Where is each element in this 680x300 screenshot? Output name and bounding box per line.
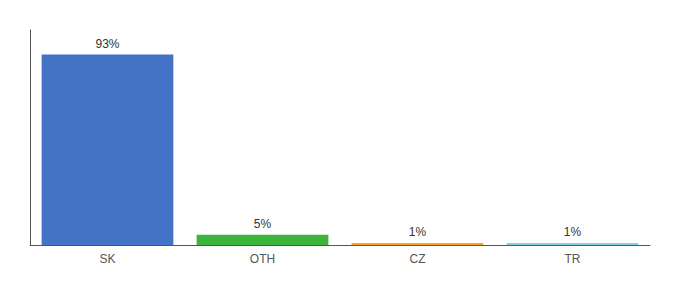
svg-text:SK: SK	[99, 252, 115, 266]
svg-text:5%: 5%	[254, 217, 272, 231]
svg-text:OTH: OTH	[250, 252, 275, 266]
svg-text:1%: 1%	[409, 225, 427, 239]
svg-text:93%: 93%	[95, 37, 119, 51]
svg-text:1%: 1%	[564, 225, 582, 239]
svg-text:TR: TR	[565, 252, 581, 266]
svg-text:CZ: CZ	[410, 252, 426, 266]
